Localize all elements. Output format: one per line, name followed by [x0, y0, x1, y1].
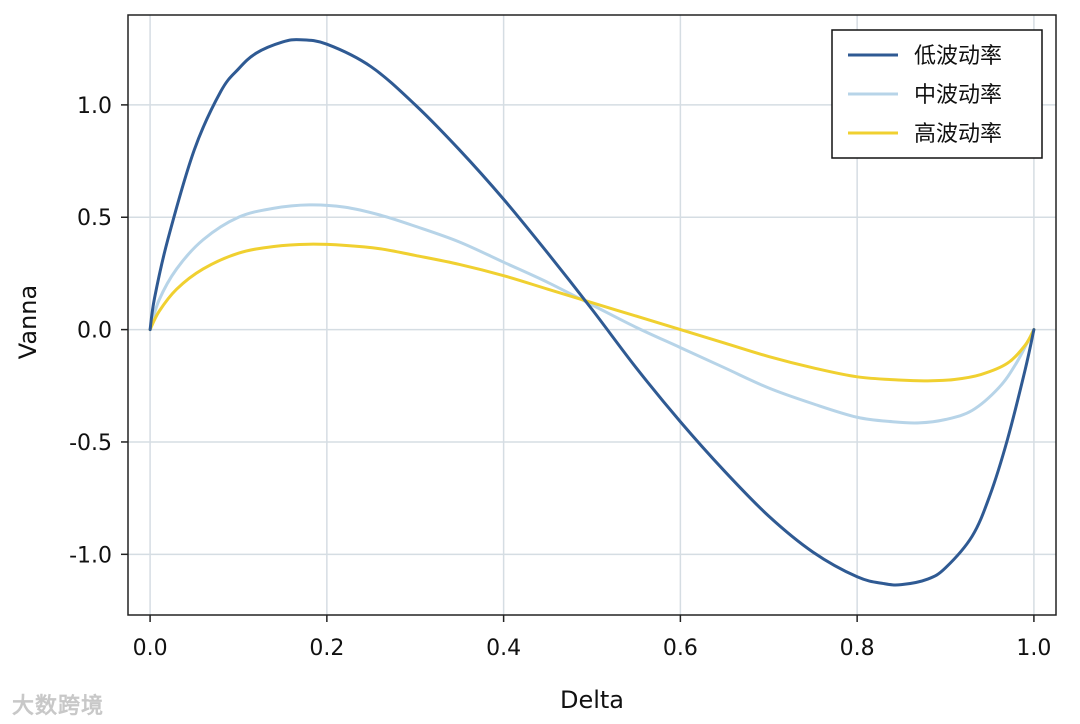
- y-tick-label: -0.5: [69, 431, 112, 456]
- series-layer: [148, 38, 1036, 587]
- watermark: 大数跨境: [12, 694, 105, 719]
- plot-frame: [127, 14, 1057, 616]
- x-tick-label: 1.0: [1016, 636, 1051, 661]
- y-tick-label: -1.0: [69, 543, 112, 568]
- y-axis-label: Vanna: [14, 285, 42, 359]
- x-tick-label: 0.4: [486, 636, 521, 661]
- x-tick-label: 0.0: [133, 636, 168, 661]
- x-tick-label: 0.2: [309, 636, 344, 661]
- x-tick-label: 0.8: [840, 636, 875, 661]
- axis-ticks: 0.0 0.2 0.4 0.6 0.8 1.0 -1.0 -0.5 0.0 0.5 1.0: [69, 94, 1051, 661]
- series-line-0: [148, 38, 1036, 587]
- legend-label: 高波动率: [914, 122, 1002, 147]
- y-tick-label: 1.0: [77, 94, 112, 119]
- series-line-1: [148, 203, 1036, 425]
- series-line-2: [148, 242, 1036, 383]
- x-tick-label: 0.6: [663, 636, 698, 661]
- x-axis-label: Delta: [560, 686, 624, 714]
- y-tick-label: 0.0: [77, 319, 112, 344]
- legend-label: 低波动率: [914, 44, 1002, 69]
- y-tick-label: 0.5: [77, 206, 112, 231]
- legend-label: 中波动率: [914, 83, 1002, 108]
